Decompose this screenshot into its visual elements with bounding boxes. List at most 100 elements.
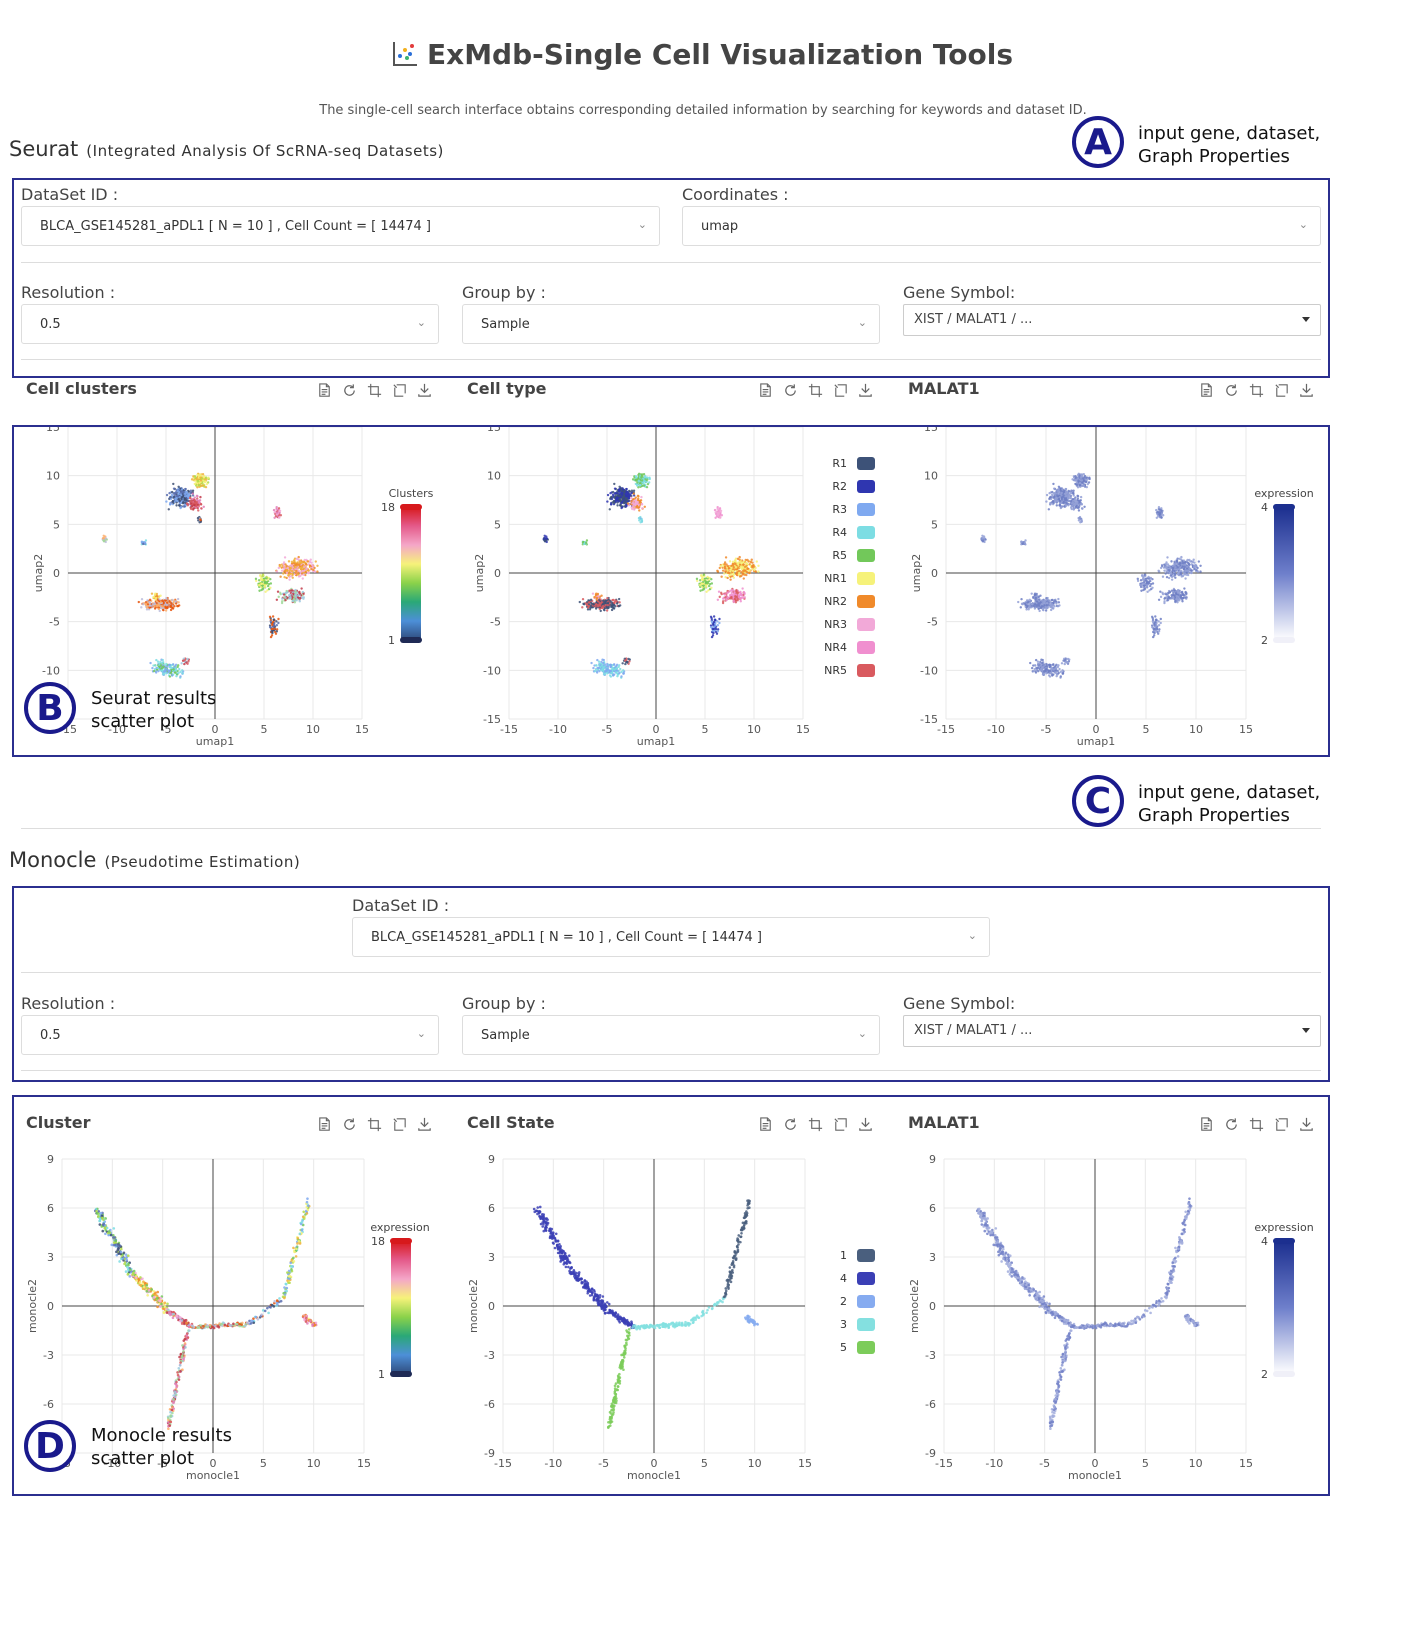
data-point [1065, 661, 1068, 664]
data-point [186, 657, 189, 661]
zoom-icon[interactable] [366, 1116, 383, 1133]
restore-icon[interactable] [1223, 1116, 1240, 1133]
data-point [296, 594, 300, 597]
data-point [1153, 627, 1157, 631]
restore-icon[interactable] [1223, 382, 1240, 399]
restore-icon[interactable] [341, 1116, 358, 1133]
download-icon[interactable] [857, 1116, 874, 1133]
data-point [97, 1215, 100, 1218]
data-point [584, 541, 588, 545]
data-point [102, 534, 105, 538]
x-axis-label: umap1 [637, 735, 675, 748]
data-point [1163, 569, 1166, 572]
zoom-icon[interactable] [807, 1116, 824, 1133]
zoom-reset-icon[interactable] [1273, 1116, 1290, 1133]
data-point [152, 664, 155, 667]
seurat-groupby-select[interactable]: Sample ⌄ [462, 304, 880, 344]
data-point [1039, 594, 1042, 597]
data-point [1170, 560, 1173, 563]
data-point [1171, 593, 1175, 597]
restore-icon[interactable] [782, 1116, 799, 1133]
data-point [1056, 604, 1059, 608]
data-point [1167, 568, 1171, 572]
data-point [603, 608, 606, 612]
data-point [734, 595, 737, 598]
zoom-reset-icon[interactable] [832, 1116, 849, 1133]
download-icon[interactable] [1298, 382, 1315, 399]
data-point [183, 497, 186, 501]
seurat-coord-select[interactable]: umap ⌄ [682, 206, 1321, 246]
data-view-icon[interactable] [316, 1116, 333, 1133]
data-point [1061, 669, 1064, 672]
zoom-reset-icon[interactable] [391, 382, 408, 399]
data-point [739, 590, 742, 594]
data-point [1020, 597, 1023, 601]
data-point [630, 500, 633, 503]
zoom-icon[interactable] [366, 382, 383, 399]
data-point [115, 1250, 118, 1254]
zoom-reset-icon[interactable] [832, 382, 849, 399]
download-icon[interactable] [416, 1116, 433, 1133]
data-view-icon[interactable] [1198, 1116, 1215, 1133]
data-point [618, 485, 621, 488]
data-view-icon[interactable] [757, 1116, 774, 1133]
zoom-icon[interactable] [1248, 1116, 1265, 1133]
data-point [193, 482, 197, 486]
monocle-resolution-select[interactable]: 0.5 ⌄ [21, 1015, 439, 1055]
download-icon[interactable] [416, 382, 433, 399]
monocle-groupby-select[interactable]: Sample ⌄ [462, 1015, 880, 1055]
data-point [1072, 489, 1075, 492]
data-point [1046, 665, 1049, 668]
download-icon[interactable] [1298, 1116, 1315, 1133]
data-point [631, 507, 634, 511]
data-point [626, 498, 629, 502]
data-point [741, 587, 744, 590]
seurat-name: Seurat [9, 137, 79, 161]
seurat-dataset-select[interactable]: BLCA_GSE145281_aPDL1 [ N = 10 ] , Cell C… [21, 206, 660, 246]
legend-swatch [857, 457, 875, 470]
data-point [1197, 560, 1201, 563]
data-point [297, 558, 300, 561]
monocle-gene-select[interactable]: XIST / MALAT1 / ... [903, 1015, 1321, 1047]
data-view-icon[interactable] [316, 382, 333, 399]
data-point [718, 516, 722, 519]
download-icon[interactable] [857, 382, 874, 399]
zoom-icon[interactable] [807, 382, 824, 399]
data-point [1083, 476, 1086, 479]
data-point [268, 615, 272, 619]
x-axis-label: umap1 [1077, 735, 1115, 748]
data-point [613, 495, 617, 499]
data-point [197, 499, 201, 502]
data-point [196, 495, 199, 498]
zoom-icon[interactable] [1248, 382, 1265, 399]
zoom-reset-icon[interactable] [391, 1116, 408, 1133]
data-point [1042, 608, 1045, 612]
data-point [143, 541, 147, 545]
data-point [721, 569, 725, 572]
data-point [122, 1251, 126, 1255]
x-tick-label: 5 [261, 723, 268, 736]
data-point [160, 669, 164, 672]
restore-icon[interactable] [341, 382, 358, 399]
restore-icon[interactable] [782, 382, 799, 399]
data-point [271, 615, 275, 618]
data-point [596, 605, 600, 608]
data-point [1058, 667, 1061, 671]
data-point [298, 590, 301, 594]
data-view-icon[interactable] [757, 382, 774, 399]
data-point [1153, 629, 1156, 633]
monocle-dataset-select[interactable]: BLCA_GSE145281_aPDL1 [ N = 10 ] , Cell C… [352, 917, 990, 957]
data-point [609, 600, 612, 603]
data-point [1163, 600, 1166, 603]
seurat-resolution-select[interactable]: 0.5 ⌄ [21, 304, 439, 344]
data-point [275, 598, 279, 601]
data-view-icon[interactable] [1198, 382, 1215, 399]
data-point [191, 489, 195, 492]
y-tick-label: 15 [924, 427, 938, 434]
seurat-gene-select[interactable]: XIST / MALAT1 / ... [903, 304, 1321, 336]
x-tick-label: -10 [108, 723, 126, 736]
monocle-gene-label: Gene Symbol: [903, 994, 1016, 1013]
data-point [145, 606, 149, 609]
data-point [1054, 600, 1057, 603]
zoom-reset-icon[interactable] [1273, 382, 1290, 399]
